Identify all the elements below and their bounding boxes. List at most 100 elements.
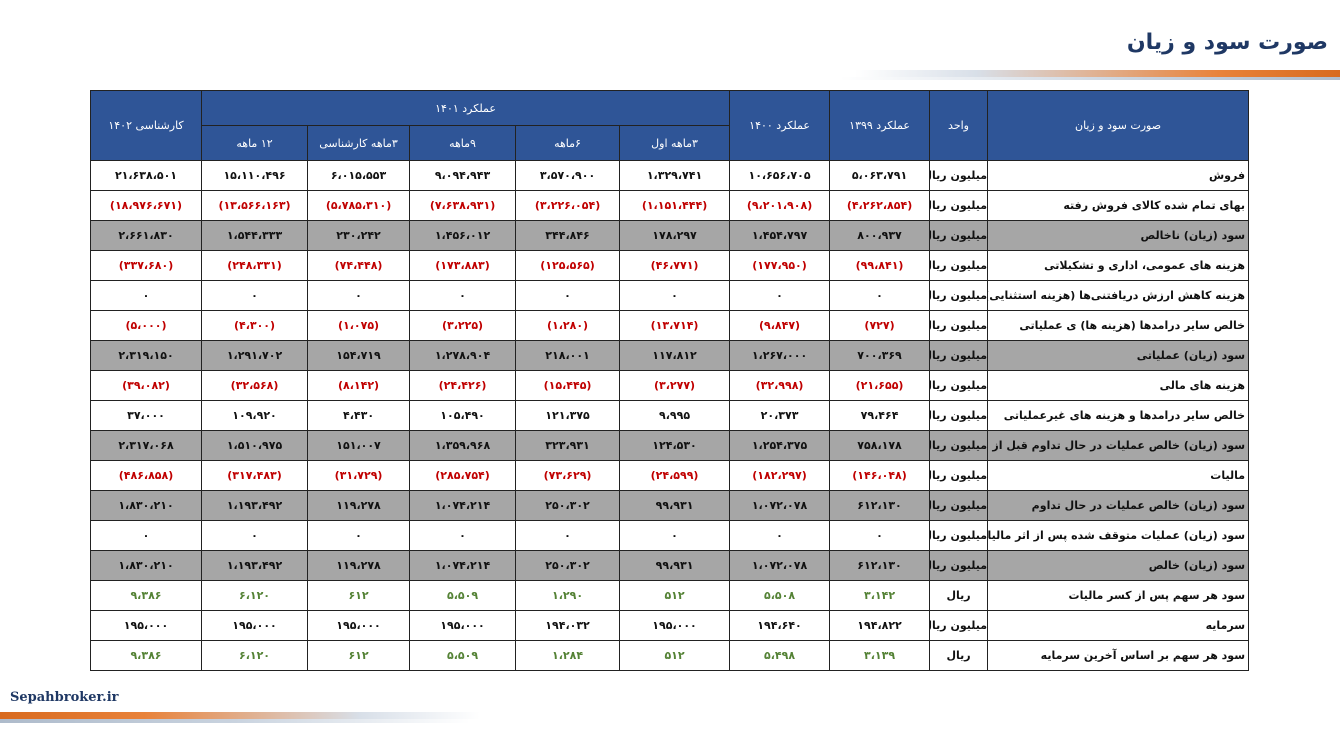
table-cell: ۱،۲۶۷،۰۰۰: [729, 340, 831, 371]
table-cell: ۱۹۵،۰۰۰: [200, 610, 309, 641]
table-cell: ۶،۱۲۰: [200, 580, 309, 611]
row-unit: میلیون ریال: [929, 340, 989, 371]
table-cell: (۳۹،۰۸۲): [90, 370, 202, 401]
table-cell: ۳۴۴،۸۴۶: [515, 220, 621, 251]
row-label: فروش: [987, 160, 1250, 191]
table-cell: ۱۷۸،۲۹۷: [619, 220, 731, 251]
table-cell: ۵،۰۶۳،۷۹۱: [829, 160, 931, 191]
table-cell: (۲۸۵،۷۵۴): [409, 460, 517, 491]
table-cell: (۱۷۳،۸۸۳): [409, 250, 517, 281]
table-cell: (۹،۸۴۷): [729, 310, 831, 341]
table-cell: ۰: [729, 280, 831, 311]
table-cell: ۱،۲۵۴،۳۷۵: [729, 430, 831, 461]
table-row: خالص سایر درامدها و هزینه های غیرعملیاتی…: [90, 400, 1250, 431]
table-cell: ۰: [307, 280, 411, 311]
row-unit: میلیون ریال: [929, 520, 989, 551]
table-cell: (۳،۲۲۶،۰۵۴): [515, 190, 621, 221]
table-cell: ۴،۴۳۰: [307, 400, 411, 431]
table-cell: ۰: [307, 520, 411, 551]
table-cell: (۷۲۷): [829, 310, 931, 341]
table-cell: ۰: [515, 520, 621, 551]
table-cell: ۱،۳۲۹،۷۴۱: [619, 160, 731, 191]
table-cell: ۰: [619, 520, 731, 551]
table-cell: ۵۱۲: [619, 580, 731, 611]
row-label: بهای تمام شده کالای فروش رفته: [987, 190, 1250, 221]
table-cell: ۱۵۴،۷۱۹: [307, 340, 411, 371]
table-cell: ۷۹،۴۶۴: [829, 400, 931, 431]
table-cell: (۵،۷۸۵،۳۱۰): [307, 190, 411, 221]
header-1402: کارشناسی ۱۴۰۲: [90, 90, 202, 161]
table-cell: ۵،۴۹۸: [729, 640, 831, 671]
table-row: سود (زیان) خالص عملیات در حال تداوم قبل …: [90, 430, 1250, 461]
header-1401-12m: ۱۲ ماهه: [200, 125, 309, 161]
table-cell: ۵،۵۰۹: [409, 580, 517, 611]
table-cell: ۱،۱۹۳،۴۹۲: [200, 550, 309, 581]
table-cell: ۶۱۲،۱۳۰: [829, 550, 931, 581]
table-cell: (۷،۶۳۸،۹۳۱): [409, 190, 517, 221]
header-1401: عملکرد ۱۴۰۱: [200, 90, 731, 126]
table-cell: ۲۳۰،۲۴۲: [307, 220, 411, 251]
table-cell: (۱۳،۵۶۶،۱۶۳): [200, 190, 309, 221]
table-cell: (۳۱۷،۴۸۳): [200, 460, 309, 491]
row-unit: میلیون ریال: [929, 220, 989, 251]
table-cell: ۶۱۲: [307, 640, 411, 671]
table-cell: ۲،۳۱۷،۰۶۸: [90, 430, 202, 461]
header-1401-q4-est: ۳ماهه کارشناسی: [307, 125, 411, 161]
table-cell: ۱۹۴،۶۴۰: [729, 610, 831, 641]
header-1400: عملکرد ۱۴۰۰: [729, 90, 831, 161]
table-cell: ۱۲۱،۳۷۵: [515, 400, 621, 431]
footer-decoration-bar: [0, 712, 480, 719]
table-cell: ۹،۹۹۵: [619, 400, 731, 431]
row-unit: میلیون ریال: [929, 370, 989, 401]
header-1401-9m: ۹ماهه: [409, 125, 517, 161]
table-cell: ۹۹،۹۳۱: [619, 550, 731, 581]
table-cell: ۹،۰۹۴،۹۴۳: [409, 160, 517, 191]
table-cell: ۲۱،۶۳۸،۵۰۱: [90, 160, 202, 191]
table-cell: ۱۰۵،۴۹۰: [409, 400, 517, 431]
table-cell: ۳،۵۷۰،۹۰۰: [515, 160, 621, 191]
table-cell: ۱،۱۹۳،۴۹۲: [200, 490, 309, 521]
row-unit: میلیون ریال: [929, 460, 989, 491]
table-cell: ۱۰۹،۹۲۰: [200, 400, 309, 431]
table-cell: (۴۸۶،۸۵۸): [90, 460, 202, 491]
table-cell: ۱۹۵،۰۰۰: [90, 610, 202, 641]
table-cell: (۱،۱۵۱،۴۴۴): [619, 190, 731, 221]
header-1401-6m: ۶ماهه: [515, 125, 621, 161]
row-label: مالیات: [987, 460, 1250, 491]
income-statement-table: صورت سود و زیان واحد عملکرد ۱۳۹۹ عملکرد …: [90, 90, 1250, 671]
table-cell: ۶،۰۱۵،۵۵۳: [307, 160, 411, 191]
table-cell: (۳۳۷،۶۸۰): [90, 250, 202, 281]
header-1401-q1: ۳ماهه اول: [619, 125, 731, 161]
table-cell: ۱،۰۷۴،۲۱۴: [409, 490, 517, 521]
page-title: صورت سود و زیان: [1126, 30, 1328, 55]
table-cell: ۱۵۱،۰۰۷: [307, 430, 411, 461]
table-cell: ۱،۸۳۰،۲۱۰: [90, 490, 202, 521]
table-cell: (۲۱،۶۵۵): [829, 370, 931, 401]
table-cell: (۴،۳۰۰): [200, 310, 309, 341]
table-cell: ۱،۵۱۰،۹۷۵: [200, 430, 309, 461]
table-cell: (۱۵،۴۴۵): [515, 370, 621, 401]
table-cell: ۹،۳۸۶: [90, 580, 202, 611]
table-cell: ۱،۵۴۴،۳۳۳: [200, 220, 309, 251]
row-label: سود (زیان) خالص عملیات در حال تداوم: [987, 490, 1250, 521]
row-label: هزینه کاهش ارزش دریافتنی‌ها (هزینه استثن…: [987, 280, 1250, 311]
table-cell: (۲۴،۵۹۹): [619, 460, 731, 491]
table-cell: (۳۲،۹۹۸): [729, 370, 831, 401]
brand-link[interactable]: Sepahbroker.ir: [10, 690, 119, 705]
table-cell: (۱۸،۹۷۶،۶۷۱): [90, 190, 202, 221]
table-cell: ۱،۲۹۱،۷۰۲: [200, 340, 309, 371]
table-cell: (۱۷۷،۹۵۰): [729, 250, 831, 281]
row-label: هزینه های مالی: [987, 370, 1250, 401]
table-cell: ۲،۳۱۹،۱۵۰: [90, 340, 202, 371]
row-unit: میلیون ریال: [929, 190, 989, 221]
table-cell: (۱۴۶،۰۴۸): [829, 460, 931, 491]
table-cell: ۲۵۰،۳۰۲: [515, 490, 621, 521]
row-unit: میلیون ریال: [929, 310, 989, 341]
row-unit: میلیون ریال: [929, 280, 989, 311]
row-label: سود هر سهم بر اساس آخرین سرمایه: [987, 640, 1250, 671]
table-cell: ۱،۴۵۶،۰۱۲: [409, 220, 517, 251]
table-row: سود هر سهم پس از کسر مالیات ریال ۳،۱۴۲ ۵،۵۰…: [90, 580, 1250, 611]
